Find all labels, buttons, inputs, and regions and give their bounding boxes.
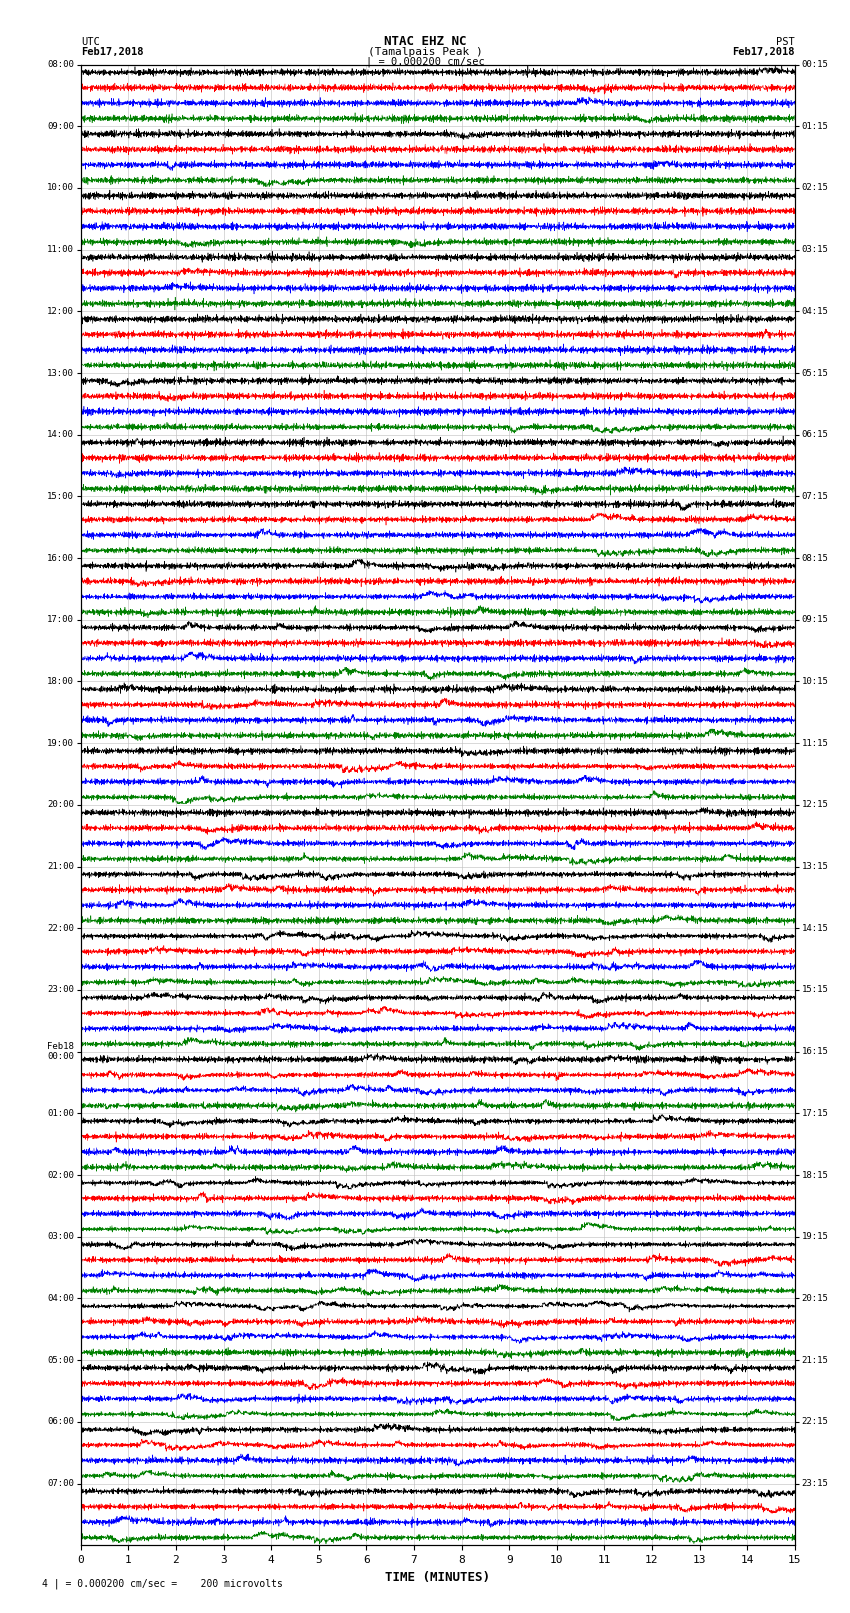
Text: 4 | = 0.000200 cm/sec =    200 microvolts: 4 | = 0.000200 cm/sec = 200 microvolts	[42, 1579, 283, 1589]
Text: Feb17,2018: Feb17,2018	[81, 47, 144, 56]
Text: UTC: UTC	[81, 37, 99, 47]
Text: NTAC EHZ NC: NTAC EHZ NC	[383, 35, 467, 48]
Text: (Tamalpais Peak ): (Tamalpais Peak )	[367, 47, 483, 56]
Text: | = 0.000200 cm/sec: | = 0.000200 cm/sec	[366, 56, 484, 66]
Text: Feb17,2018: Feb17,2018	[732, 47, 795, 56]
Text: PST: PST	[776, 37, 795, 47]
X-axis label: TIME (MINUTES): TIME (MINUTES)	[385, 1571, 490, 1584]
